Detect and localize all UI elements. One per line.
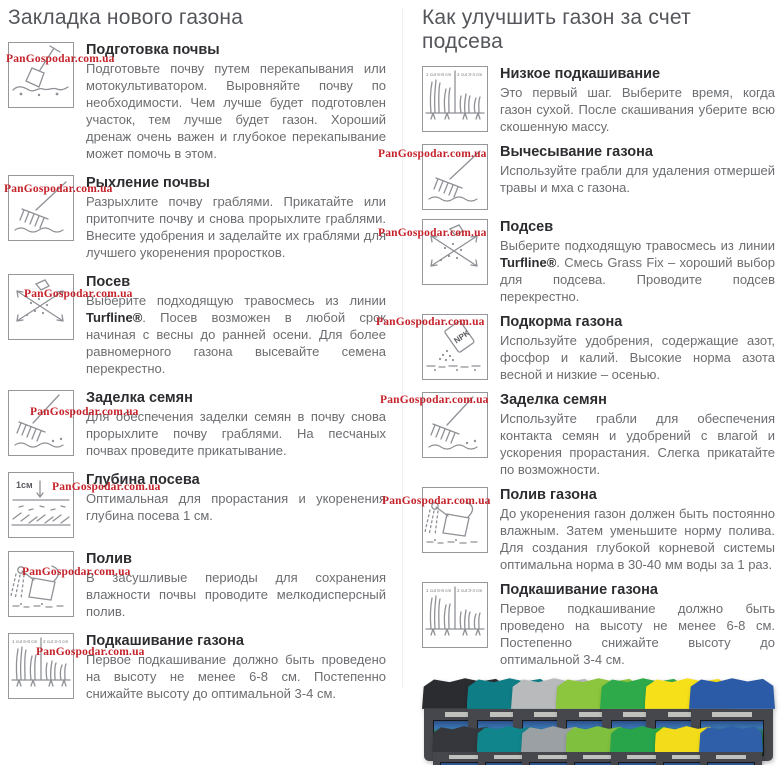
step-body: Используйте грабли для обеспечения конта… bbox=[500, 411, 775, 477]
mowing-height-icon: 1 cut 6-8 cm 2 cut 3-4 cm bbox=[8, 633, 74, 699]
step-body: В засушливые периоды для сохранения влаж… bbox=[86, 570, 386, 619]
product-bags bbox=[422, 677, 775, 765]
step-body: Подготовьте почву путем перекапывания ил… bbox=[86, 61, 386, 161]
step-low-mowing: 1 cut 6-8 cm 2 cut 3-4 cm Низкое подкаши… bbox=[422, 66, 775, 135]
watermark: PanGospodar.com.ua bbox=[378, 148, 487, 160]
sowing-pattern-icon bbox=[422, 219, 488, 285]
sowing-pattern-icon bbox=[8, 274, 74, 340]
step-body: До укоренения газон должен быть постоянн… bbox=[500, 506, 775, 572]
watering-can-icon bbox=[422, 487, 488, 553]
seed-bag bbox=[699, 725, 763, 765]
step-title: Заделка семян bbox=[500, 392, 607, 408]
svg-text:2 cut 3-4 cm: 2 cut 3-4 cm bbox=[457, 72, 482, 77]
step-body: Используйте удобрения, содержащие азот, … bbox=[500, 333, 775, 382]
watermark: PanGospodar.com.ua bbox=[382, 495, 491, 507]
step-title: Рыхление почвы bbox=[86, 175, 210, 191]
step-title: Полив газона bbox=[500, 487, 597, 503]
watermark: PanGospodar.com.ua bbox=[380, 394, 489, 406]
svg-text:1 cut 6-8 cm: 1 cut 6-8 cm bbox=[426, 72, 451, 77]
svg-text:2 cut 3-4 cm: 2 cut 3-4 cm bbox=[43, 639, 68, 644]
svg-text:2 cut 3-4 cm: 2 cut 3-4 cm bbox=[457, 588, 482, 593]
right-column-title: Как улучшить газон за счет подсева bbox=[422, 6, 691, 53]
seed-depth-icon: 1см bbox=[8, 472, 74, 538]
step-body: Используйте грабли для удаления отмершей… bbox=[500, 163, 775, 195]
svg-text:1см: 1см bbox=[16, 480, 33, 490]
watering-can-icon bbox=[8, 551, 74, 617]
watermark: PanGospodar.com.ua bbox=[24, 288, 133, 300]
watermark: PanGospodar.com.ua bbox=[52, 481, 161, 493]
left-column-title: Закладка нового газона bbox=[8, 6, 244, 29]
spade-icon bbox=[8, 42, 74, 108]
rake-icon bbox=[8, 390, 74, 456]
step-title: Низкое подкашивание bbox=[500, 66, 661, 82]
step-title: Подготовка почвы bbox=[86, 42, 220, 58]
left-column: Закладка нового газона PanGospodar.com.u… bbox=[4, 4, 386, 765]
step-seed-incorporation: PanGospodar.com.ua Заделка семян Использ… bbox=[380, 392, 775, 478]
step-sowing: PanGospodar.com.ua Посев Выберите подход… bbox=[8, 274, 386, 377]
step-mowing: PanGospodar.com.ua 1 cut 6-8 cm 2 cut 3-… bbox=[8, 633, 386, 702]
step-fertilizing: PanGospodar.com.ua NPK Подкорма газона И… bbox=[376, 314, 775, 383]
step-title: Заделка семян bbox=[86, 390, 193, 406]
svg-text:1 cut 6-8 cm: 1 cut 6-8 cm bbox=[426, 588, 451, 593]
step-watering: PanGospodar.com.ua Полив В засушливые пе… bbox=[8, 551, 386, 620]
step-body: Выберите подходящую травосмесь из линии … bbox=[86, 293, 386, 376]
step-title: Полив bbox=[86, 551, 132, 567]
step-seed-covering: PanGospodar.com.ua Заделка семян Для обе… bbox=[8, 390, 386, 459]
step-body: Первое подкашивание должно быть проведен… bbox=[500, 601, 775, 667]
step-dethatching: PanGospodar.com.ua Вычесывание газона Ис… bbox=[378, 144, 775, 210]
step-body: Первое подкашивание должно быть проведен… bbox=[86, 652, 386, 701]
step-title: Подкашивание газона bbox=[86, 633, 244, 649]
step-body: Оптимальная для прорастания и укоренения… bbox=[86, 491, 386, 523]
right-column: Как улучшить газон за счет подсева 1 cut… bbox=[376, 4, 775, 765]
step-title: Подкорма газона bbox=[500, 314, 623, 330]
rake-icon bbox=[8, 175, 74, 241]
npk-bag-icon: NPK bbox=[422, 314, 488, 380]
svg-text:NPK: NPK bbox=[452, 328, 471, 345]
watermark: PanGospodar.com.ua bbox=[6, 53, 115, 65]
dethatching-rake-icon bbox=[422, 144, 488, 210]
watermark: PanGospodar.com.ua bbox=[30, 406, 139, 418]
svg-text:1 cut 6-8 cm: 1 cut 6-8 cm bbox=[12, 639, 37, 644]
step-soil-preparation: PanGospodar.com.ua Подготовка почвы Подг… bbox=[6, 42, 386, 162]
step-title: Подсев bbox=[500, 219, 554, 235]
watermark: PanGospodar.com.ua bbox=[378, 227, 487, 239]
step-lawn-watering: PanGospodar.com.ua Полив газона До укоре… bbox=[382, 487, 775, 573]
watermark: PanGospodar.com.ua bbox=[4, 183, 113, 195]
step-overseeding: PanGospodar.com.ua Подсев Выберите подхо… bbox=[378, 219, 775, 305]
step-soil-loosening: PanGospodar.com.ua Рыхление почвы Разрых… bbox=[4, 175, 386, 261]
step-title: Глубина посева bbox=[86, 472, 200, 488]
step-title: Подкашивание газона bbox=[500, 582, 658, 598]
step-title: Посев bbox=[86, 274, 131, 290]
rake-icon bbox=[422, 392, 488, 458]
step-mowing: 1 cut 6-8 cm 2 cut 3-4 cm Подкашивание г… bbox=[422, 582, 775, 668]
step-body: Это первый шаг. Выберите время, когда га… bbox=[500, 85, 775, 134]
step-body: Для обеспечения заделки семян в почву сн… bbox=[86, 409, 386, 458]
step-sowing-depth: PanGospodar.com.ua 1см Глубина посева Оп… bbox=[8, 472, 386, 538]
mowing-height-icon: 1 cut 6-8 cm 2 cut 3-4 cm bbox=[422, 66, 488, 132]
watermark: PanGospodar.com.ua bbox=[36, 646, 145, 658]
step-title: Вычесывание газона bbox=[500, 144, 653, 160]
mowing-height-icon: 1 cut 6-8 cm 2 cut 3-4 cm bbox=[422, 582, 488, 648]
step-body: Разрыхлите почву граблями. Прикатайте ил… bbox=[86, 194, 386, 260]
watermark: PanGospodar.com.ua bbox=[22, 566, 131, 578]
step-body: Выберите подходящую травосмесь из линии … bbox=[500, 238, 775, 304]
watermark: PanGospodar.com.ua bbox=[376, 316, 485, 328]
